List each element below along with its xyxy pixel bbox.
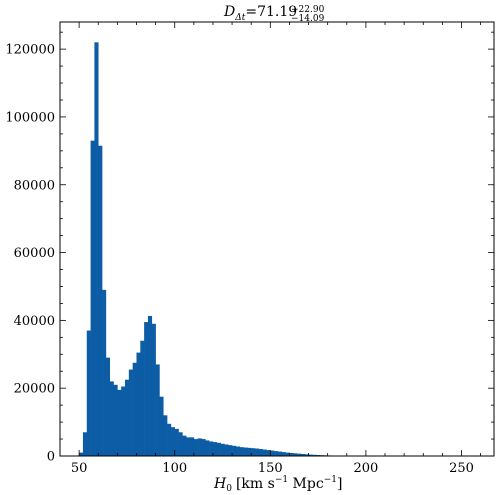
histogram-bar (174, 428, 179, 457)
histogram-bar (125, 379, 130, 456)
histogram-bar (109, 381, 114, 456)
histogram-bar (212, 442, 218, 456)
histogram-bar (277, 451, 283, 456)
chart-title: DΔt=71.19 (223, 4, 297, 23)
title-symbol: D (223, 4, 235, 20)
histogram-bar (136, 352, 141, 456)
histogram-bar (228, 445, 233, 456)
histogram-bar (117, 389, 122, 456)
x-label-variable: H (213, 476, 227, 492)
histogram-bar (105, 357, 111, 456)
histogram-bar (205, 440, 210, 456)
y-tick-label: 40000 (14, 314, 55, 329)
histogram-bar (304, 454, 309, 456)
histogram-bar (312, 454, 317, 456)
title-value: =71.19 (245, 4, 297, 20)
histogram-bar (293, 453, 298, 456)
histogram-bar (274, 451, 279, 456)
y-tick-label: 80000 (14, 178, 55, 193)
histogram-bar (144, 322, 149, 456)
histogram-bar (232, 445, 237, 456)
histogram-bar (159, 396, 164, 456)
histogram-bar (178, 432, 183, 456)
histogram-bar (216, 442, 221, 456)
histogram-bar (239, 447, 244, 456)
histogram-bar (90, 140, 95, 457)
histogram-bar (289, 452, 294, 456)
x-label-exponent-a: −1 (275, 475, 288, 485)
histogram-bar (79, 452, 84, 456)
histogram-bar (270, 450, 275, 456)
histogram-bar (163, 415, 168, 456)
histogram-bar (243, 447, 248, 456)
x-label-subscript: 0 (226, 484, 232, 494)
histogram-bar (201, 439, 206, 456)
histogram-bar (255, 448, 260, 456)
histogram-bar (220, 443, 225, 456)
histogram-bar (182, 435, 187, 456)
title-lower-error: −14.09 (291, 14, 325, 24)
x-label-units-a: [km s (236, 476, 275, 492)
histogram-bar (167, 423, 172, 456)
histogram-bars (79, 42, 432, 457)
x-tick-label: 100 (162, 461, 187, 476)
x-axis-label: H0 [km s−1 Mpc−1] (213, 475, 342, 494)
y-tick-label: 0 (47, 450, 55, 465)
title-upper-error: +22.90 (291, 5, 325, 15)
x-tick-label: 250 (449, 461, 474, 476)
y-tick-label: 60000 (14, 246, 55, 261)
x-tick-label: 200 (353, 461, 378, 476)
histogram-bar (262, 449, 267, 456)
histogram-bar (82, 432, 88, 456)
x-label-units-b: Mpc (288, 476, 324, 492)
histogram-bar (235, 446, 241, 456)
histogram-bar (128, 369, 133, 456)
histogram-bar (170, 427, 176, 456)
x-tick-label: 150 (258, 461, 283, 476)
histogram-bar (285, 452, 290, 456)
x-label-exponent-b: −1 (324, 475, 337, 485)
histogram-bar (209, 441, 214, 456)
histogram-bar (316, 454, 321, 456)
histogram-bar (155, 364, 160, 456)
histogram-bar (258, 449, 263, 456)
histogram-bar (113, 384, 118, 456)
histogram-bar (147, 315, 153, 456)
histogram-bar (190, 437, 195, 456)
histogram-bar (266, 450, 271, 456)
histogram-bar (140, 340, 145, 456)
histogram-bar (193, 439, 198, 456)
x-label-close: ] (337, 476, 342, 492)
histogram-bar (251, 448, 256, 456)
x-tick-label: 50 (71, 461, 88, 476)
y-tick-labels: 0 20000 40000 60000 80000 100000 120000 (5, 43, 55, 465)
histogram-bar (121, 386, 126, 456)
histogram-bar (94, 42, 99, 457)
histogram-bar (86, 330, 91, 456)
histogram-bar (98, 145, 103, 456)
histogram-bar (197, 438, 202, 456)
histogram-bar (281, 452, 286, 456)
histogram-bar (132, 362, 137, 456)
histogram-bar (151, 323, 156, 456)
x-tick-labels: 50 100 150 200 250 (71, 461, 474, 476)
histogram-bar (300, 453, 306, 456)
y-tick-label: 20000 (14, 382, 55, 397)
plot-frame (59, 21, 495, 457)
title-symbol-subscript: Δt (234, 13, 245, 23)
histogram-bar (247, 447, 252, 456)
histogram-bar (102, 289, 107, 456)
y-tick-label: 120000 (5, 43, 55, 58)
histogram-bar (186, 437, 191, 456)
histogram-bar (308, 454, 313, 456)
histogram-bar (224, 444, 229, 456)
histogram-bar (297, 453, 302, 456)
y-tick-label: 100000 (5, 110, 55, 125)
